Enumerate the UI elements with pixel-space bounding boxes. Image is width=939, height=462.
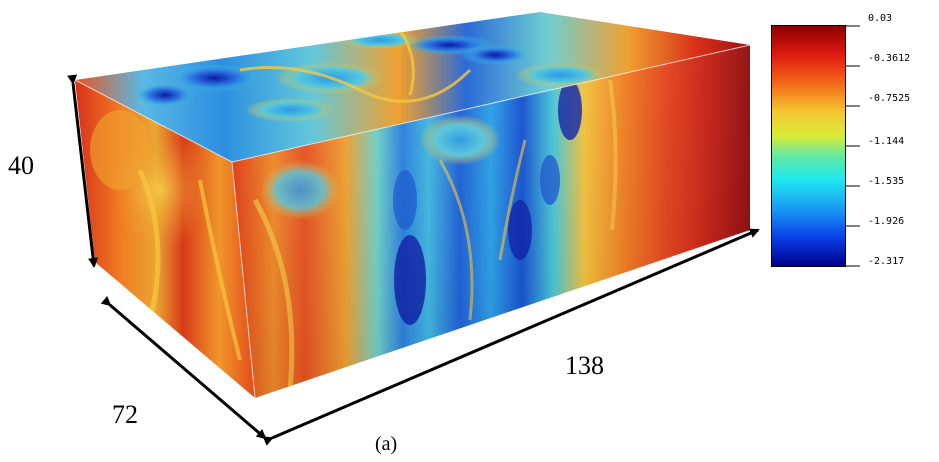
height-dimension-arrow xyxy=(67,74,99,268)
colorbar xyxy=(771,25,860,267)
length-dimension-label: 138 xyxy=(565,351,604,380)
colorbar-tick-label: -1.144 xyxy=(868,136,905,147)
height-dimension-label: 40 xyxy=(8,151,34,180)
colorbar-tick-label: -0.3612 xyxy=(868,53,911,64)
depth-dimension-arrow xyxy=(100,295,267,440)
colorbar-tick-label: -1.926 xyxy=(868,216,905,227)
colorbar-tick-label: -0.7525 xyxy=(868,93,911,104)
figure-caption: (a) xyxy=(375,433,398,455)
colorbar-tick-label: -1.535 xyxy=(868,176,905,187)
colorbar-tick-label: -2.317 xyxy=(868,256,905,267)
depth-dimension-label: 72 xyxy=(112,400,138,429)
colorbar-ticks xyxy=(846,25,860,267)
colorbar-tick-label: 0.03 xyxy=(868,13,893,24)
block-top-face xyxy=(75,12,750,162)
length-dimension-arrow xyxy=(262,228,760,446)
colorbar-gradient xyxy=(772,26,845,266)
